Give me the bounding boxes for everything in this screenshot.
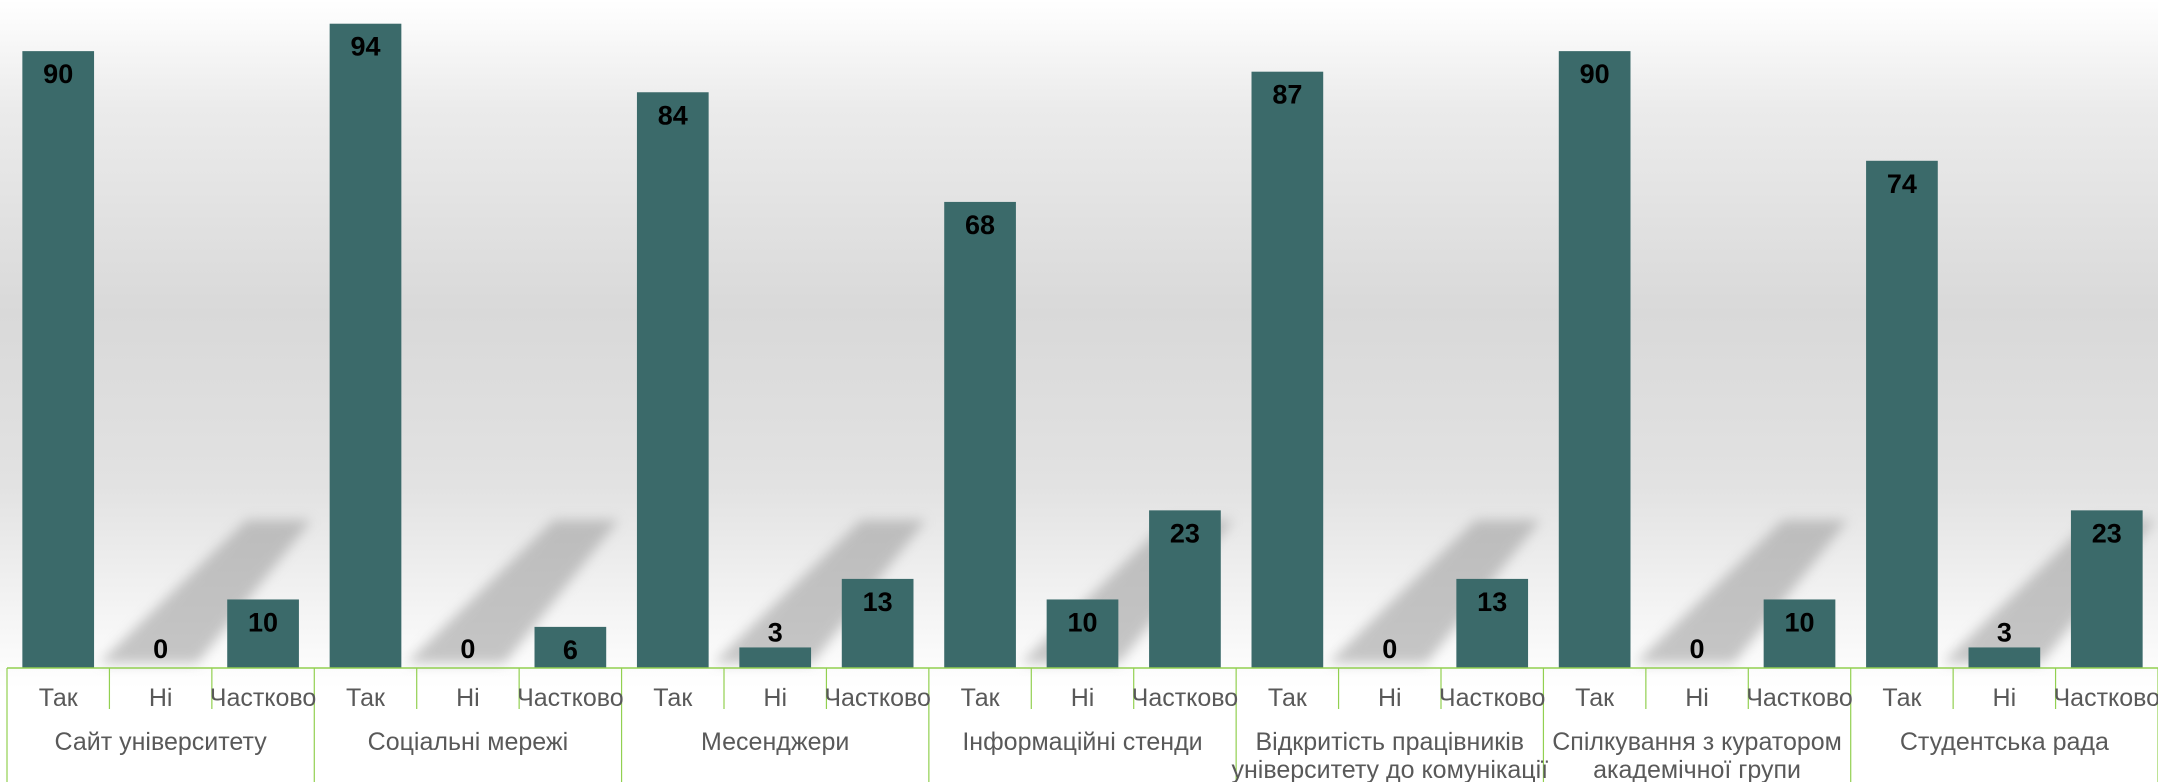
category-axis: Так Ні Частково Так Ні Частково Так Ні Частково Т… (6, 667, 2158, 782)
tick-label: Ні (1378, 684, 1402, 712)
bar-shadows (99, 520, 2155, 663)
bar (534, 626, 607, 669)
tick-label: Частково (824, 684, 931, 712)
group-label: Сайт університету (55, 728, 268, 756)
tick-label: Ні (1993, 684, 2017, 712)
group-label: Соціальні мережі (368, 728, 569, 756)
bar-shadow (713, 520, 926, 663)
data-label: 87 (1272, 80, 1302, 110)
data-label: 10 (248, 607, 278, 637)
data-label: 90 (1580, 59, 1610, 89)
tick-label: Ні (456, 684, 480, 712)
data-label: 68 (965, 210, 995, 240)
bar (22, 51, 95, 669)
bar (944, 201, 1016, 669)
data-label: 94 (350, 32, 380, 62)
data-label: 23 (2092, 518, 2122, 548)
data-label: 84 (658, 100, 688, 130)
bar (1866, 160, 1938, 669)
data-label: 0 (1690, 634, 1705, 664)
bar (636, 92, 709, 668)
tick-label: Частково (517, 684, 624, 712)
data-label: 74 (1887, 169, 1917, 199)
bar (1558, 51, 1631, 669)
bar-shadow (99, 520, 312, 663)
tick-label: Так (1575, 684, 1615, 712)
data-label: 10 (1784, 607, 1814, 637)
group-label: Спілкування з куратором академічної групи (1552, 728, 1842, 782)
tick-label: Ні (763, 684, 787, 712)
bar-shadow (1635, 520, 1848, 663)
data-label: 6 (563, 635, 578, 665)
bar (1251, 71, 1324, 668)
tick-label: Так (39, 684, 79, 712)
group-label: Месенджери (701, 728, 849, 756)
tick-label: Частково (1746, 684, 1853, 712)
bar (739, 647, 812, 668)
data-label: 0 (460, 634, 475, 664)
bar (227, 599, 299, 668)
tick-label: Частково (210, 684, 317, 712)
bar (1046, 599, 1119, 668)
bar (841, 578, 914, 668)
data-label: 0 (1382, 634, 1397, 664)
data-label: 90 (43, 59, 73, 89)
group-label: Інформаційні стенди (962, 728, 1202, 756)
data-label: 3 (768, 617, 783, 647)
tick-label: Частково (1439, 684, 1546, 712)
data-label: 3 (1997, 617, 2012, 647)
data-label: 13 (863, 587, 893, 617)
tick-label: Частково (2054, 684, 2158, 712)
bar-shadow (1328, 520, 1541, 663)
bar (1968, 647, 2041, 668)
bar (1763, 599, 1836, 668)
bar (2070, 510, 2143, 668)
tick-label: Ні (1685, 684, 1709, 712)
bar (329, 23, 402, 668)
tick-label: Так (1268, 684, 1308, 712)
bar (1149, 510, 1221, 668)
bar (1456, 578, 1529, 668)
bars: 90 0 10 94 0 6 84 3 13 68 10 23 87 0 13 90 0 10 74 3 23 (22, 23, 2143, 669)
group-label: Студентська рада (1900, 728, 2109, 756)
data-label: 13 (1477, 587, 1507, 617)
tick-label: Ні (1071, 684, 1095, 712)
tick-label: Частково (1132, 684, 1239, 712)
tick-label: Так (961, 684, 1001, 712)
data-label: 0 (153, 634, 168, 664)
data-label: 23 (1170, 518, 1200, 548)
tick-label: Так (1882, 684, 1922, 712)
bar-shadow (406, 520, 619, 663)
data-label: 10 (1067, 607, 1097, 637)
tick-label: Ні (149, 684, 173, 712)
tick-label: Так (653, 684, 693, 712)
group-label: Відкритість працівників університету до к… (1231, 728, 1548, 782)
tick-label: Так (346, 684, 386, 712)
